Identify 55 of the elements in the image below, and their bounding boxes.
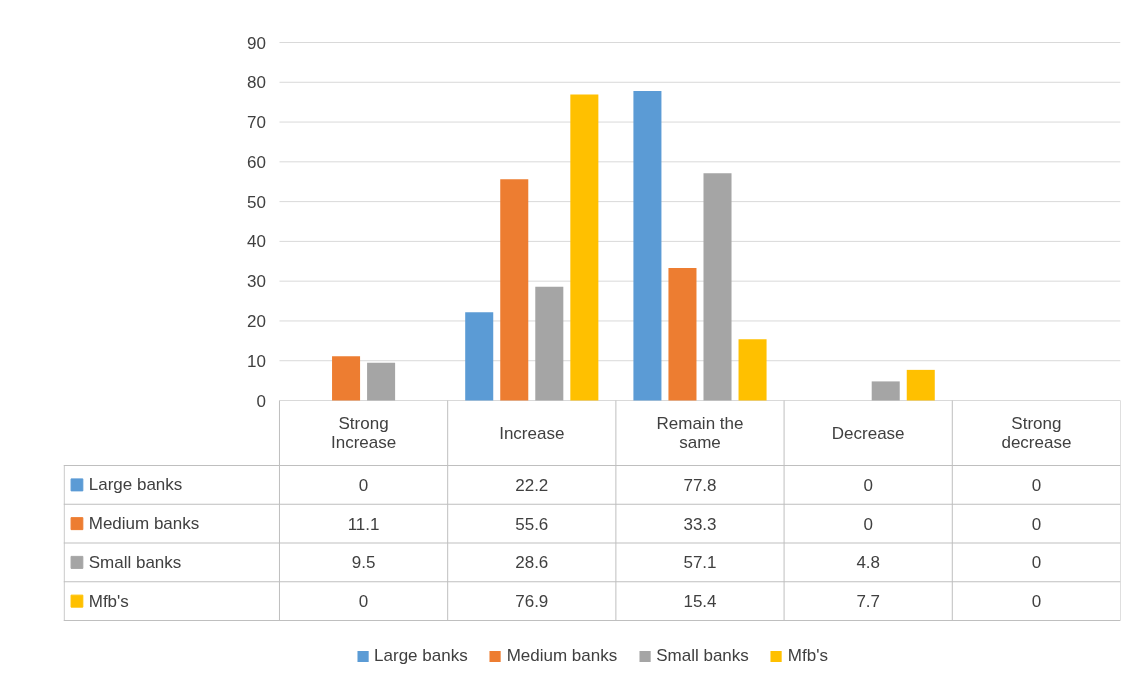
legend-label: Small banks xyxy=(88,552,182,572)
data-label: 0 xyxy=(1031,514,1042,534)
data-label: 0 xyxy=(358,592,369,612)
data-label: 22.2 xyxy=(515,475,549,495)
y-tick-label: 0 xyxy=(256,391,267,411)
data-label: 76.9 xyxy=(515,592,549,612)
data-label: 0 xyxy=(1031,592,1042,612)
y-tick-label: 80 xyxy=(247,73,267,93)
y-tick-label: 40 xyxy=(247,232,267,252)
bar xyxy=(332,356,361,401)
text: Mfb's xyxy=(88,591,129,611)
legend-label: Medium banks xyxy=(88,514,200,534)
y-tick-label: 90 xyxy=(247,33,267,53)
data-label: 0 xyxy=(1031,553,1042,573)
data-label: 55.6 xyxy=(515,514,549,534)
bar xyxy=(570,94,599,401)
text: Large banks xyxy=(88,475,183,495)
y-tick-label: 50 xyxy=(247,192,267,212)
data-label: 28.6 xyxy=(515,553,549,573)
bar xyxy=(906,369,935,401)
y-tick-label: 20 xyxy=(247,311,267,331)
data-label: 7.7 xyxy=(856,592,881,612)
bar xyxy=(738,339,767,401)
text: Small banks xyxy=(656,646,749,665)
bar xyxy=(633,91,662,401)
x-tick-label: Strong Increase xyxy=(330,414,397,452)
data-label: 0 xyxy=(863,514,873,534)
legend-label: Mfb's xyxy=(787,646,828,666)
bar xyxy=(668,268,697,401)
bar xyxy=(871,381,900,401)
x-tick-label: Decrease xyxy=(831,423,905,443)
y-tick-label: 70 xyxy=(247,113,267,133)
data-label: 33.3 xyxy=(683,514,717,534)
bar xyxy=(367,362,396,401)
data-label: 15.4 xyxy=(683,592,717,612)
bar xyxy=(500,179,529,401)
data-label: 57.1 xyxy=(683,553,717,573)
y-tick-label: 10 xyxy=(247,351,267,371)
x-tick-label: Strong decrease xyxy=(1001,414,1072,452)
data-label: 4.8 xyxy=(856,553,881,573)
y-tick-label: 60 xyxy=(247,152,267,172)
bar xyxy=(703,173,732,401)
data-label: 0 xyxy=(863,475,873,495)
x-tick-label: Remain the same xyxy=(656,414,744,452)
data-label: 9.5 xyxy=(351,553,376,573)
legend-label: Large banks xyxy=(374,646,468,666)
bar xyxy=(535,286,564,401)
bar xyxy=(465,312,494,401)
data-label: 0 xyxy=(358,475,369,495)
data-label: 77.8 xyxy=(683,475,717,495)
y-tick-label: 30 xyxy=(247,272,267,292)
data-label: 11.1 xyxy=(347,514,380,534)
data-label: 0 xyxy=(1031,475,1042,495)
text: Medium banks xyxy=(506,646,618,665)
x-tick-label: Increase xyxy=(499,423,565,443)
